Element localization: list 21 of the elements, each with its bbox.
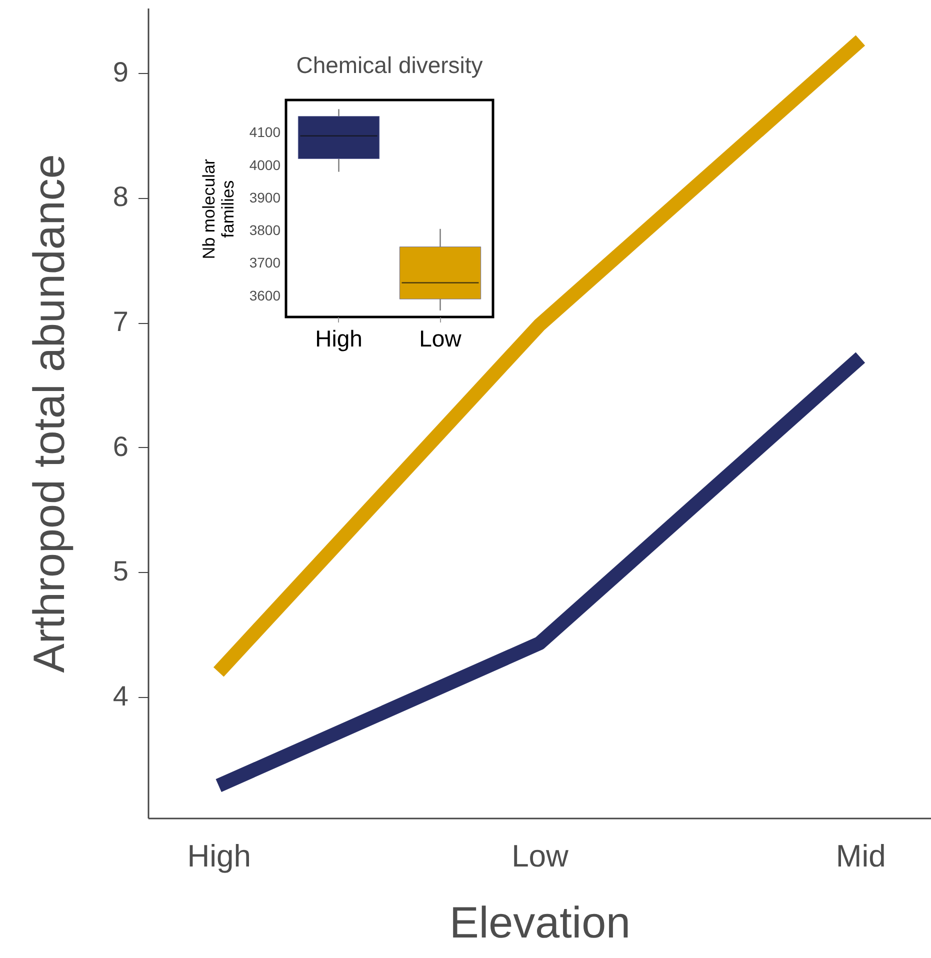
chart-title: Chemical diversity <box>296 52 484 78</box>
y-tick-label: 4 <box>112 680 128 712</box>
y-tick-label: 9 <box>112 56 128 88</box>
y-tick-label: 5 <box>112 556 128 587</box>
y-tick-label: 3800 <box>249 222 281 238</box>
y-tick-label: 4100 <box>249 124 281 140</box>
y-tick-label: 7 <box>112 306 128 338</box>
x-tick-label: Mid <box>836 838 886 874</box>
y-tick-label: 3700 <box>249 254 281 271</box>
y-axis-title: Nb molecular families <box>199 158 238 260</box>
y-tick-label: 3900 <box>249 189 281 206</box>
x-tick-label: Low <box>512 838 570 874</box>
x-axis-title: Elevation <box>449 898 631 948</box>
y-tick-label: 6 <box>112 430 128 462</box>
y-tick-label: 3600 <box>249 287 281 304</box>
x-tick-label: High <box>187 838 251 874</box>
y-tick-label: 8 <box>112 181 128 212</box>
x-tick-label: Low <box>419 326 462 352</box>
x-tick-label: High <box>315 326 362 352</box>
y-axis-title: Arthropod total abundance <box>24 154 74 673</box>
y-tick-label: 4000 <box>249 156 281 173</box>
